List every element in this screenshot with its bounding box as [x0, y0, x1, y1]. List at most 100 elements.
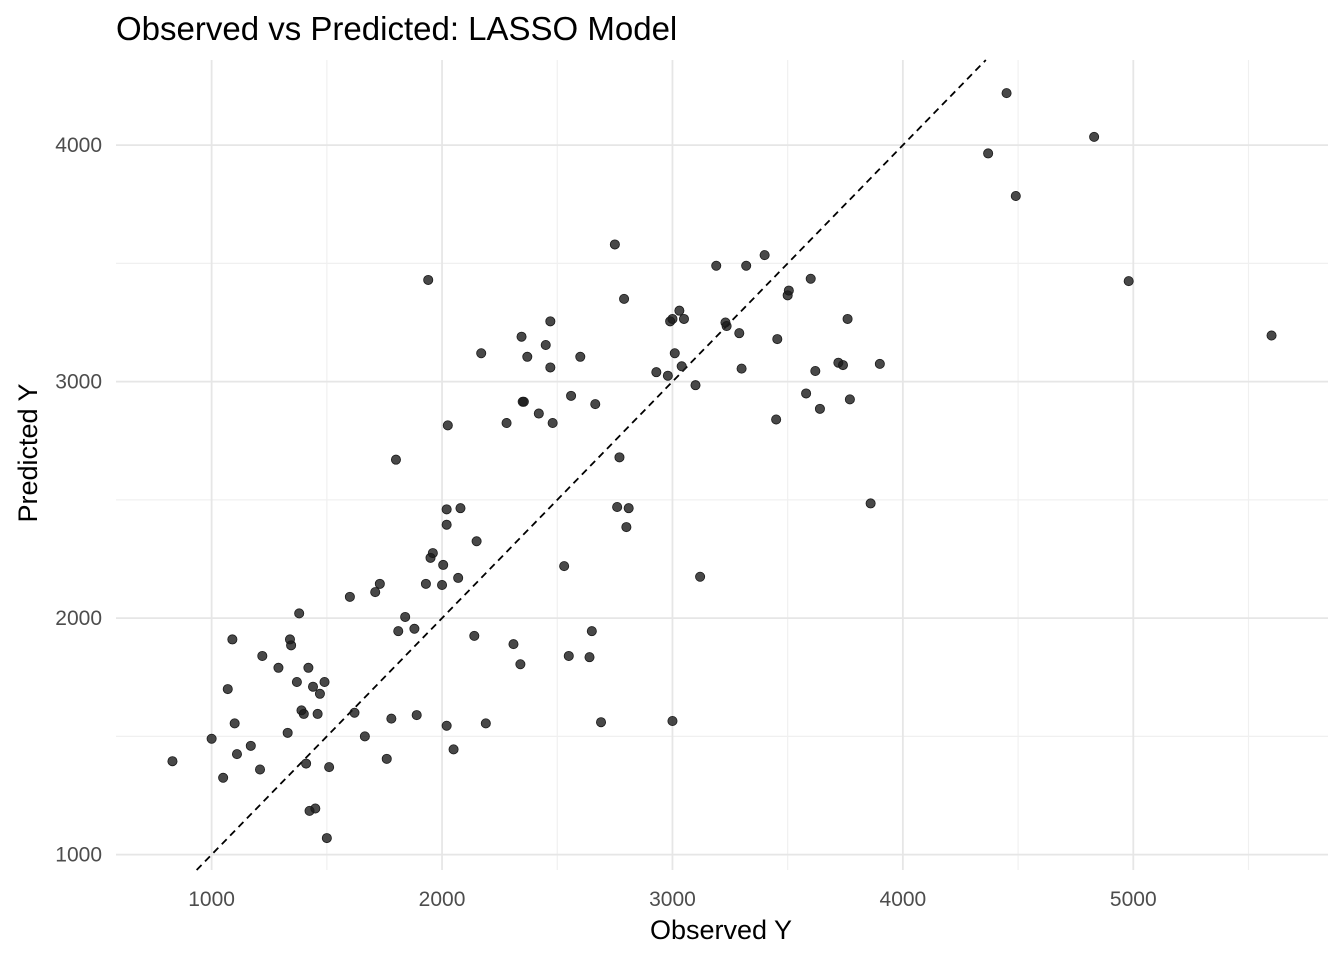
- data-point: [559, 561, 570, 572]
- data-point: [516, 331, 527, 342]
- data-point: [621, 522, 632, 533]
- data-point: [515, 659, 526, 670]
- data-point: [437, 580, 448, 591]
- data-point: [291, 676, 302, 687]
- y-tick-label: 3000: [55, 371, 102, 394]
- x-tick-labels: 1000 2000 3000 4000 5000: [188, 888, 1156, 911]
- data-point: [298, 708, 309, 719]
- data-point: [805, 273, 816, 284]
- data-point: [586, 626, 597, 637]
- data-points: [167, 88, 1277, 844]
- data-point: [563, 650, 574, 661]
- data-point: [476, 348, 487, 359]
- data-point: [167, 756, 178, 767]
- data-point: [522, 351, 533, 362]
- data-point: [508, 639, 519, 650]
- data-point: [319, 676, 330, 687]
- data-point: [667, 313, 678, 324]
- data-point: [374, 578, 385, 589]
- data-point: [441, 519, 452, 530]
- data-point: [231, 749, 242, 760]
- data-point: [393, 626, 404, 637]
- data-point: [865, 498, 876, 509]
- y-tick-label: 4000: [55, 134, 102, 157]
- data-point: [1001, 88, 1012, 99]
- data-point: [218, 772, 229, 783]
- data-point: [310, 803, 321, 814]
- y-tick-labels: 1000 2000 3000 4000: [55, 134, 102, 866]
- data-point: [741, 260, 752, 271]
- data-point: [282, 727, 293, 738]
- data-point: [423, 274, 434, 285]
- data-point: [759, 250, 770, 261]
- data-point: [566, 390, 577, 401]
- data-point: [501, 418, 512, 429]
- data-point: [453, 572, 464, 583]
- data-point: [614, 452, 625, 463]
- x-tick-label: 1000: [188, 888, 235, 911]
- data-point: [222, 684, 233, 695]
- data-point: [344, 591, 355, 602]
- data-point: [409, 623, 420, 634]
- data-point: [669, 348, 680, 359]
- y-axis-title: Predicted Y: [13, 383, 43, 522]
- data-point: [229, 718, 240, 729]
- data-point: [480, 718, 491, 729]
- data-point: [814, 403, 825, 414]
- chart-title: Observed vs Predicted: LASSO Model: [116, 10, 678, 47]
- data-point: [321, 833, 332, 844]
- data-point: [349, 707, 360, 718]
- y-tick-label: 2000: [55, 607, 102, 630]
- data-point: [612, 501, 623, 512]
- data-point: [874, 358, 885, 369]
- x-tick-label: 5000: [1110, 888, 1157, 911]
- data-point: [420, 578, 431, 589]
- data-point: [619, 293, 630, 304]
- data-point: [674, 305, 685, 316]
- data-point: [390, 454, 401, 465]
- data-point: [1266, 330, 1277, 341]
- data-point: [294, 608, 305, 619]
- data-point: [1010, 190, 1021, 201]
- data-point: [837, 360, 848, 371]
- data-point: [314, 688, 325, 699]
- data-point: [609, 239, 620, 250]
- data-point: [771, 414, 782, 425]
- data-point: [359, 731, 370, 742]
- data-point: [301, 758, 312, 769]
- data-point: [312, 708, 323, 719]
- data-point: [844, 394, 855, 405]
- data-point: [400, 611, 411, 622]
- data-point: [801, 388, 812, 399]
- data-point: [427, 548, 438, 559]
- data-point: [695, 571, 706, 582]
- data-point: [545, 362, 556, 373]
- identity-reference-line: [196, 59, 987, 871]
- data-point: [623, 503, 634, 514]
- data-point: [441, 720, 452, 731]
- data-point: [842, 313, 853, 324]
- data-point: [711, 260, 722, 271]
- data-point: [575, 351, 586, 362]
- data-point: [678, 313, 689, 324]
- data-point: [1123, 276, 1134, 287]
- data-point: [584, 652, 595, 663]
- data-point: [596, 717, 607, 728]
- data-point: [810, 365, 821, 376]
- data-point: [308, 681, 319, 692]
- data-point: [273, 662, 284, 673]
- data-point: [448, 744, 459, 755]
- data-point: [676, 361, 687, 372]
- data-point: [651, 367, 662, 378]
- data-point: [386, 713, 397, 724]
- data-point: [983, 148, 994, 159]
- data-point: [667, 716, 678, 727]
- x-tick-label: 3000: [649, 888, 696, 911]
- data-point: [255, 764, 266, 775]
- data-point: [547, 418, 558, 429]
- y-tick-label: 1000: [55, 844, 102, 867]
- data-point: [442, 420, 453, 431]
- x-axis-title: Observed Y: [650, 915, 792, 945]
- data-point: [590, 399, 601, 410]
